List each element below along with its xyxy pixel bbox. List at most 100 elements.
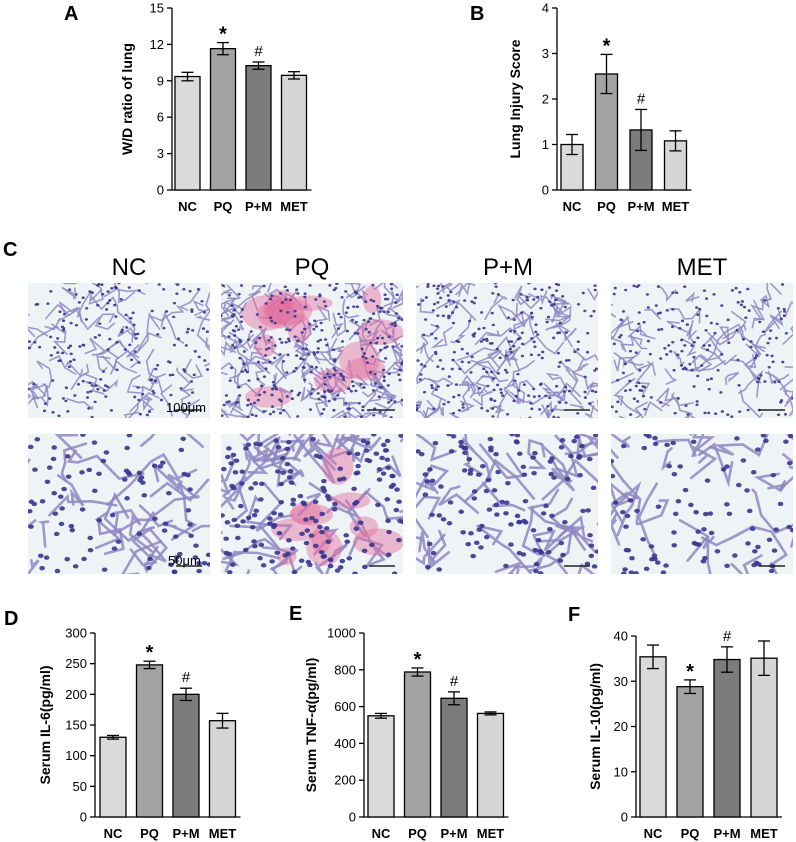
bar-f-0 [639,656,667,818]
y-axis-label-f: Serum IL-10(pg/ml) [587,663,603,790]
y-tick-label-b: 0 [542,183,549,198]
y-tick-label-f: 40 [614,629,628,644]
significance-mark-e-2: # [450,673,459,690]
category-label-e-3: MET [477,826,505,841]
y-tick-label-a: 12 [150,37,164,52]
micrograph-bottom-3 [611,434,793,574]
category-label-d-0: NC [104,826,123,841]
y-tick-label-f: 30 [614,674,628,689]
bar-d-3 [208,720,237,818]
bar-d-0 [99,736,127,818]
y-tick-label-e: 800 [334,662,356,677]
chart-b-lung-injury-score: 0 1 2 3 4 Lung Injury Score NC * PQ # P+M MET [507,1,692,214]
histology-header-pq: PQ [295,254,330,281]
y-tick-label-a: 9 [157,73,164,88]
bar-d-2 [172,693,200,818]
micrograph-top-1 [221,283,403,418]
bar-e-0 [367,715,395,818]
scale-bar-label-top: 100μm [166,400,206,415]
bar-f-1 [676,686,704,818]
panel-label-b: B [470,3,484,25]
micrograph-bottom-0 [28,434,210,574]
y-tick-label-b: 1 [542,137,549,152]
y-tick-label-b: 3 [542,46,549,61]
chart-a-wd-ratio: 0 3 6 9 12 15 W/D ratio of lung NC * PQ # P+M MET [119,1,312,214]
category-label-a-0: NC [178,199,197,214]
category-label-a-1: PQ [214,199,233,214]
micrograph-top-2 [416,283,598,418]
significance-mark-b-2: # [637,90,646,107]
significance-mark-d-1: * [146,642,154,664]
bar-e-1 [403,671,432,818]
y-tick-label-d: 150 [65,718,87,733]
chart-d-serum-il6: 0 50 100 150 200 250 300 Serum IL-6(pg/ml) NC * PQ… [37,626,241,841]
y-tick-label-f: 10 [614,764,628,779]
histology-header-met: MET [677,254,728,281]
y-tick-label-b: 2 [542,92,549,107]
y-tick-label-d: 200 [65,687,87,702]
y-axis-label-b: Lung Injury Score [507,39,523,158]
micrograph-top-3 [611,283,793,418]
category-label-d-1: PQ [140,826,159,841]
bar-d-1 [135,664,164,818]
y-tick-label-a: 3 [157,146,164,161]
y-tick-label-e: 0 [349,810,356,825]
micrograph-bottom-1 [221,434,403,574]
significance-mark-a-1: * [219,24,227,46]
bar-e-3 [476,712,505,818]
y-tick-label-d: 100 [65,748,87,763]
bar-a-1 [209,47,237,191]
bar-f-2 [713,658,741,818]
bar-a-3 [280,74,308,191]
panel-label-c: C [3,239,17,261]
y-axis-label-d: Serum IL-6(pg/ml) [37,665,53,784]
panel-label-a: A [64,3,78,25]
significance-mark-b-1: * [603,35,611,57]
y-tick-label-d: 250 [65,656,87,671]
category-label-e-1: PQ [408,826,427,841]
y-tick-label-d: 300 [65,626,87,641]
histology-panel: NC PQ P+M MET 100μm 50μm [28,254,793,574]
y-tick-label-a: 6 [157,110,164,125]
category-label-f-2: P+M [713,826,740,841]
micrograph-top-0 [28,283,210,418]
category-label-d-2: P+M [172,826,199,841]
bar-f-3 [750,657,778,818]
y-tick-label-e: 200 [334,773,356,788]
chart-f-serum-il10: 0 10 20 30 40 Serum IL-10(pg/ml) NC * PQ # P+M MET [587,628,782,841]
y-tick-label-e: 1000 [327,626,356,641]
panel-label-e: E [289,603,302,625]
category-label-e-2: P+M [440,826,467,841]
y-tick-label-e: 400 [334,736,356,751]
significance-mark-d-2: # [182,669,191,686]
y-tick-label-a: 0 [157,183,164,198]
significance-mark-f-2: # [723,628,732,645]
y-tick-label-d: 0 [80,810,87,825]
category-label-e-0: NC [372,826,391,841]
category-label-d-3: MET [209,826,237,841]
significance-mark-f-1: * [686,661,694,683]
bar-a-2 [245,64,272,191]
category-label-a-3: MET [280,199,308,214]
y-tick-label-a: 15 [150,1,164,16]
category-label-f-3: MET [750,826,778,841]
histology-header-pm: P+M [483,254,533,281]
significance-mark-a-2: # [254,43,263,60]
category-label-f-0: NC [644,826,663,841]
bar-e-2 [440,697,468,818]
y-axis-label-a: W/D ratio of lung [119,43,135,155]
bar-a-0 [174,75,201,191]
category-label-f-1: PQ [681,826,700,841]
y-tick-label-f: 20 [614,719,628,734]
significance-mark-e-1: * [414,649,422,671]
panel-label-f: F [568,604,580,626]
y-tick-label-f: 0 [621,810,628,825]
y-tick-label-d: 50 [73,779,87,794]
y-axis-label-e: Serum TNF-α(pg/ml) [303,658,319,793]
category-label-a-2: P+M [245,199,272,214]
y-tick-label-e: 600 [334,699,356,714]
category-label-b-3: MET [662,199,690,214]
panel-label-d: D [4,608,18,630]
chart-e-serum-tnf: 0 200 400 600 800 1000 Serum TNF-α(pg/ml) NC * PQ… [303,626,509,841]
